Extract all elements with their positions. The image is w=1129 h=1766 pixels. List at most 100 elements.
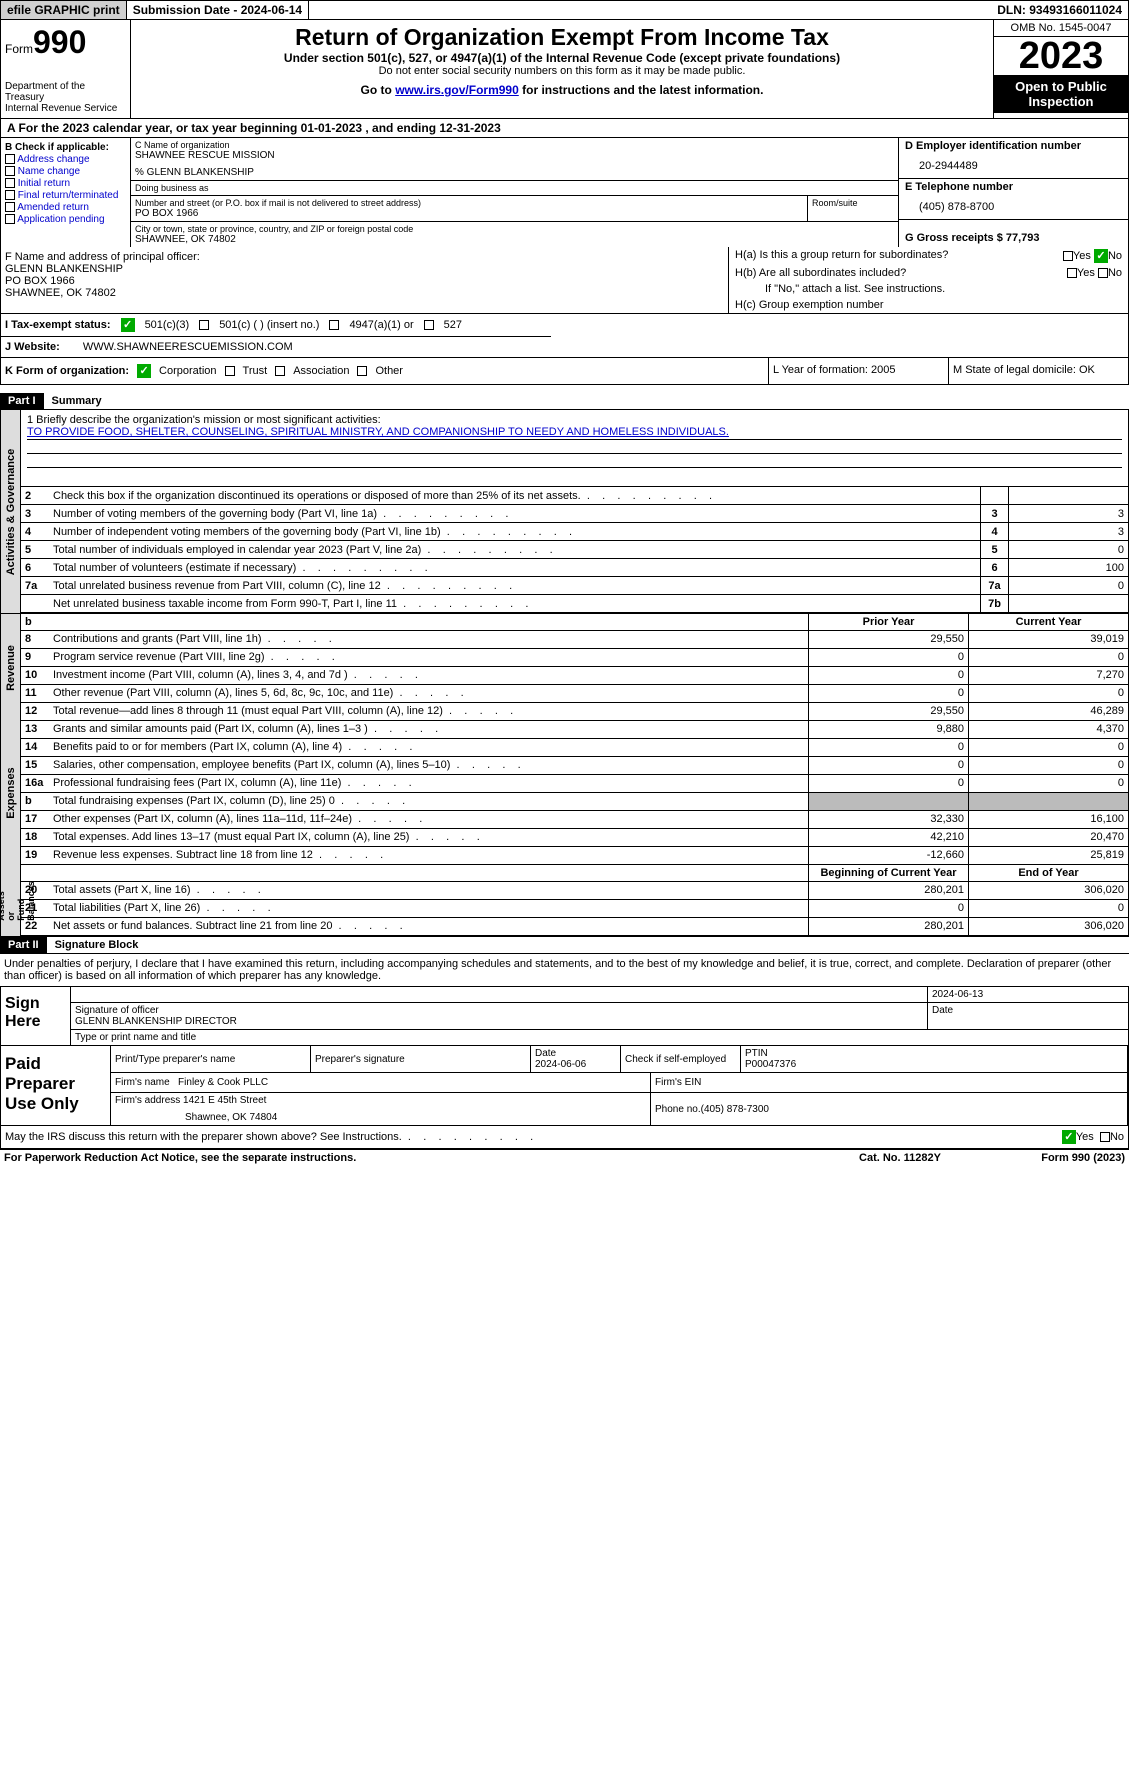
section-fh: F Name and address of principal officer:… [0,247,1129,314]
line-desc: Total assets (Part X, line 16) [49,882,808,899]
chk-501c[interactable] [199,320,209,330]
paid-preparer-label: Paid Preparer Use Only [1,1046,111,1125]
org-name: SHAWNEE RESCUE MISSION [135,150,894,161]
current-year-val: 0 [968,649,1128,666]
prior-year-val: 280,201 [808,918,968,935]
self-emp-hdr: Check if self-employed [621,1046,741,1072]
line-desc: Other expenses (Part IX, column (A), lin… [49,811,808,828]
part1-header: Part I [0,393,44,409]
prior-year-val: 0 [808,757,968,774]
line-num: 11 [21,685,49,702]
hdr-begin-year: Beginning of Current Year [808,865,968,881]
col-c-org-info: C Name of organizationSHAWNEE RESCUE MIS… [131,138,898,247]
hc-label: H(c) Group exemption number [735,299,1122,311]
chk-4947[interactable] [329,320,339,330]
line-desc: Professional fundraising fees (Part IX, … [49,775,808,792]
ha-no[interactable]: ✓ [1094,249,1108,263]
opt-527: 527 [444,319,462,331]
line-box: 6 [980,559,1008,576]
org-name-label: C Name of organization [135,140,894,150]
firm-addr1: 1421 E 45th Street [183,1095,266,1106]
prior-year-val: 0 [808,900,968,917]
chk-name[interactable]: Name change [5,166,126,177]
line-num: 8 [21,631,49,648]
chk-pending[interactable]: Application pending [5,214,126,225]
ha-yes[interactable] [1063,251,1073,261]
form-number: 990 [33,24,86,60]
org-address: PO BOX 1966 [135,208,803,219]
current-year-val: 0 [968,757,1128,774]
opt-corp: Corporation [159,365,216,377]
vert-net: Net Assets or Fund Balances [1,865,21,936]
prior-year-val: 9,880 [808,721,968,738]
discuss-no[interactable] [1100,1132,1110,1142]
current-year-val: 7,270 [968,667,1128,684]
mission-blank2 [27,454,1122,468]
vert-revenue: Revenue [1,614,21,721]
discuss-yes[interactable]: ✓ [1062,1130,1076,1144]
row-a-tax-year: A For the 2023 calendar year, or tax yea… [0,119,1129,138]
website-value: WWW.SHAWNEERESCUEMISSION.COM [83,341,293,353]
chk-527[interactable] [424,320,434,330]
line-desc: Total fundraising expenses (Part IX, col… [49,793,808,810]
mission-blank3 [27,468,1122,482]
officer-label: F Name and address of principal officer: [5,251,724,263]
current-year-val: 306,020 [968,882,1128,899]
line-box: 4 [980,523,1008,540]
chk-corp[interactable]: ✓ [137,364,151,378]
section-bcd: B Check if applicable: Address change Na… [0,138,1129,247]
chk-assoc[interactable] [275,366,285,376]
chk-501c3[interactable]: ✓ [121,318,135,332]
goto-suffix: for instructions and the latest informat… [519,83,764,97]
line-desc: Grants and similar amounts paid (Part IX… [49,721,808,738]
officer-addr2: SHAWNEE, OK 74802 [5,287,724,299]
line-desc: Investment income (Part VIII, column (A)… [49,667,808,684]
prior-year-val: 280,201 [808,882,968,899]
efile-print-button[interactable]: efile GRAPHIC print [1,1,127,19]
line-desc: Net unrelated business taxable income fr… [49,598,980,610]
chk-final[interactable]: Final return/terminated [5,190,126,201]
hdr-prior-year: Prior Year [808,614,968,630]
firm-name: Finley & Cook PLLC [178,1077,268,1088]
current-year-val: 306,020 [968,918,1128,935]
sig-date-top: 2024-06-13 [928,987,1128,1002]
current-year-val: 0 [968,685,1128,702]
chk-address[interactable]: Address change [5,154,126,165]
line-desc: Salaries, other compensation, employee b… [49,757,808,774]
chk-trust[interactable] [225,366,235,376]
prior-year-val: 0 [808,667,968,684]
hb-yes[interactable] [1067,268,1077,278]
dba-label: Doing business as [135,183,894,193]
line-desc: Number of independent voting members of … [49,526,980,538]
officer-sig-name: GLENN BLANKENSHIP DIRECTOR [75,1016,923,1027]
website-label: J Website: [5,341,60,353]
sig-block-title: Signature Block [47,937,147,953]
line-desc: Total revenue—add lines 8 through 11 (mu… [49,703,808,720]
vert-governance: Activities & Governance [1,410,21,613]
line-num: b [21,793,49,810]
current-year-val: 16,100 [968,811,1128,828]
year-formation: L Year of formation: 2005 [768,358,948,384]
officer-addr1: PO BOX 1966 [5,275,724,287]
dln: DLN: 93493166011024 [991,1,1128,19]
prior-year-val: 42,210 [808,829,968,846]
line-num: 15 [21,757,49,774]
k-label: K Form of organization: [5,365,129,377]
chk-amended[interactable]: Amended return [5,202,126,213]
current-year-val: 25,819 [968,847,1128,864]
chk-other[interactable] [357,366,367,376]
footer-right: Form 990 (2023) [975,1152,1125,1164]
form-label: Form [5,42,33,56]
form-header: Form990 Department of the Treasury Inter… [0,20,1129,119]
tax-exempt-label: I Tax-exempt status: [5,319,111,331]
hb-no[interactable] [1098,268,1108,278]
tel-label: E Telephone number [899,179,1128,195]
ein-label: D Employer identification number [899,138,1128,154]
line-desc: Revenue less expenses. Subtract line 18 … [49,847,808,864]
chk-initial[interactable]: Initial return [5,178,126,189]
line-desc: Total expenses. Add lines 13–17 (must eq… [49,829,808,846]
irs-link[interactable]: www.irs.gov/Form990 [395,83,519,97]
gross-receipts: G Gross receipts $ 77,793 [899,220,1128,246]
line-num: 17 [21,811,49,828]
phone-label: Phone no. [655,1104,701,1115]
